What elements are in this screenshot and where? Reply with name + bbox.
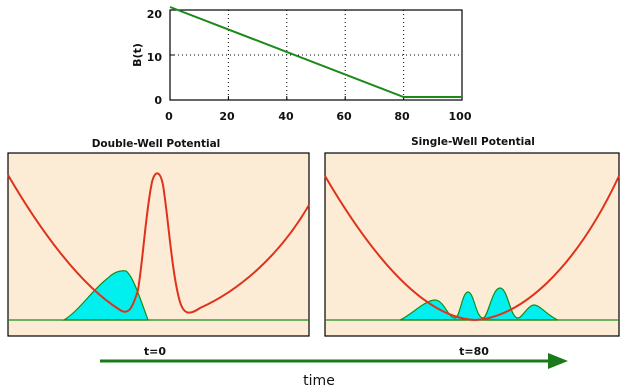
x-tick-40: 40 xyxy=(278,110,294,123)
y-tick-0: 0 xyxy=(154,94,162,107)
time-label: time xyxy=(303,373,335,389)
single-well-wavefunction xyxy=(399,287,559,321)
right-panel-title: Single-Well Potential xyxy=(411,136,535,148)
y-axis-label: B(t) xyxy=(131,43,144,67)
x-tick-60: 60 xyxy=(336,110,352,123)
y-tick-10: 10 xyxy=(147,51,163,64)
double-well-panel xyxy=(7,152,310,337)
x-tick-20: 20 xyxy=(219,110,235,123)
time-arrow xyxy=(100,353,568,369)
left-panel-frame xyxy=(7,152,310,337)
bt-plot: 0 20 40 60 80 100 0 10 20 B(t) xyxy=(131,6,472,123)
x-tick-80: 80 xyxy=(394,110,410,123)
left-time-label: t=0 xyxy=(144,345,166,358)
double-well-potential-curve xyxy=(7,172,310,314)
y-tick-20: 20 xyxy=(147,8,163,21)
bt-line xyxy=(169,6,462,98)
right-time-label: t=80 xyxy=(459,345,489,358)
plot-ticks xyxy=(169,9,463,101)
x-tick-0: 0 xyxy=(165,110,173,123)
single-well-panel xyxy=(324,152,620,337)
left-panel-title: Double-Well Potential xyxy=(92,138,221,150)
single-well-potential-curve xyxy=(324,175,620,322)
plot-grid xyxy=(170,10,462,100)
time-arrow-head xyxy=(548,353,568,369)
x-tick-100: 100 xyxy=(449,110,472,123)
